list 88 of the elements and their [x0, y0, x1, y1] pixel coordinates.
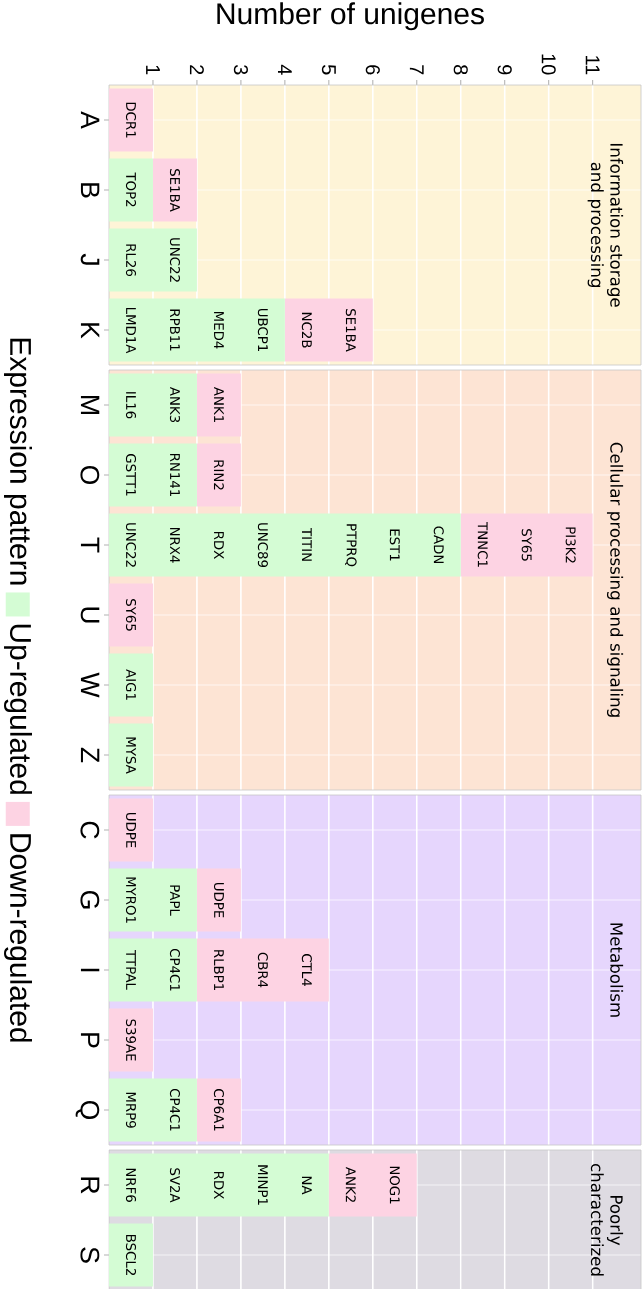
- y-tick-label: Q: [75, 1100, 100, 1120]
- annotation: RL26: [125, 244, 137, 276]
- annotation: TTPAL: [126, 950, 136, 990]
- y-tick-label: B: [80, 183, 100, 198]
- x-tick-label: 7: [409, 65, 424, 75]
- y-tick-label: W: [80, 672, 100, 698]
- annotation: UBCP1: [257, 308, 268, 352]
- annotation: GSTT1: [125, 454, 137, 496]
- annotation: UDPE: [213, 882, 224, 918]
- annotation: MYRO1: [125, 877, 137, 923]
- annotation: PI3K2: [565, 527, 576, 563]
- annotation: UNC22: [125, 523, 137, 567]
- x-tick-label: 5: [321, 64, 336, 75]
- annotation: TITIN: [301, 527, 312, 561]
- annotation: ANK3: [169, 386, 181, 423]
- x-tick-label: 9: [497, 65, 512, 75]
- x-tick-label: 2: [189, 65, 204, 75]
- annotation: MRP9: [125, 1092, 137, 1128]
- annotation: CADN: [433, 526, 444, 564]
- annotation: SV2A: [169, 1168, 181, 1203]
- annotation: SE1BA: [345, 309, 356, 352]
- annotation: NRX4: [170, 527, 180, 563]
- annotation: CP6A1: [213, 1089, 224, 1131]
- annotation: EST1: [389, 529, 400, 561]
- legend-title: Expression pattern: [4, 338, 32, 585]
- y-tick-label: R: [80, 1177, 100, 1194]
- annotation: CTL4: [301, 954, 312, 986]
- annotation: BSCL2: [125, 1235, 137, 1275]
- y-tick-label: A: [80, 111, 100, 129]
- annotation: RDX: [214, 531, 224, 559]
- x-tick-label: 4: [277, 64, 292, 75]
- legend-label: Up-regulated: [4, 624, 32, 794]
- annotation: ANK1: [214, 386, 224, 422]
- annotation: TOP2: [125, 172, 137, 207]
- annotation: UDPE: [126, 812, 136, 848]
- annotation: RLBP1: [214, 950, 224, 990]
- annotation: SE1BA: [169, 169, 181, 212]
- annotation: NOG1: [389, 1166, 400, 1204]
- annotation: PTPRQ: [345, 524, 357, 567]
- annotation: RDX: [214, 1172, 224, 1199]
- annotation: SY65: [521, 529, 532, 561]
- annotation: NRF6: [125, 1168, 137, 1202]
- annotation: AIG1: [125, 669, 137, 700]
- y-tick-label: I: [80, 968, 100, 972]
- y-tick-label: M: [80, 396, 100, 414]
- text: Metabolism: [610, 923, 624, 1017]
- x-tick-label: 8: [453, 65, 468, 75]
- annotation: NC2B: [301, 312, 312, 348]
- y-tick-label: P: [80, 1033, 100, 1048]
- y-tick-label: K: [80, 323, 100, 339]
- annotation: MED4: [214, 311, 224, 349]
- x-axis-title: Number of unigenes: [217, 2, 484, 31]
- x-tick-label: 3: [233, 64, 248, 75]
- annotation: UNC89: [257, 523, 268, 568]
- y-tick-label: C: [80, 821, 100, 839]
- annotation: MINP1: [258, 1165, 268, 1205]
- x-tick-label: 11: [585, 56, 600, 75]
- text: Poorly characterized: [590, 1163, 624, 1276]
- text: Cellular processing and signaling: [606, 442, 624, 717]
- annotation: DCR1: [125, 102, 137, 138]
- annotation: RPB11: [170, 309, 180, 351]
- x-tick-label: 6: [365, 65, 380, 75]
- annotation: UNC22: [169, 238, 181, 282]
- y-tick-label: U: [80, 607, 100, 623]
- annotation: SY65: [125, 599, 137, 631]
- annotation: CP4C1: [169, 948, 181, 991]
- y-tick-label: S: [80, 1247, 100, 1263]
- y-tick-label: J: [80, 253, 100, 265]
- y-tick-label: G: [80, 890, 100, 909]
- annotation: RIN2: [213, 460, 224, 490]
- annotation: LMD1A: [126, 307, 136, 354]
- legend-label: Down-regulated: [4, 834, 32, 1042]
- annotation: MYSA: [125, 737, 137, 774]
- y-tick-label: T: [80, 537, 100, 553]
- annotation: TNNC1: [477, 522, 488, 567]
- annotation: NA: [301, 1176, 312, 1195]
- annotation: CBR4: [257, 952, 268, 988]
- x-tick-label: 10: [541, 54, 556, 75]
- annotation: IL16: [125, 392, 137, 419]
- y-tick-label: O: [80, 465, 100, 485]
- annotation: ANK2: [345, 1166, 356, 1202]
- text: Information storage and processing: [587, 143, 624, 307]
- annotation: RN141: [170, 453, 180, 497]
- annotation: PAPL: [170, 885, 180, 916]
- annotation: S39AE: [125, 1019, 137, 1061]
- y-tick-label: Z: [80, 747, 100, 763]
- annotation: CP4C1: [169, 1088, 181, 1131]
- x-tick-label: 1: [146, 65, 160, 75]
